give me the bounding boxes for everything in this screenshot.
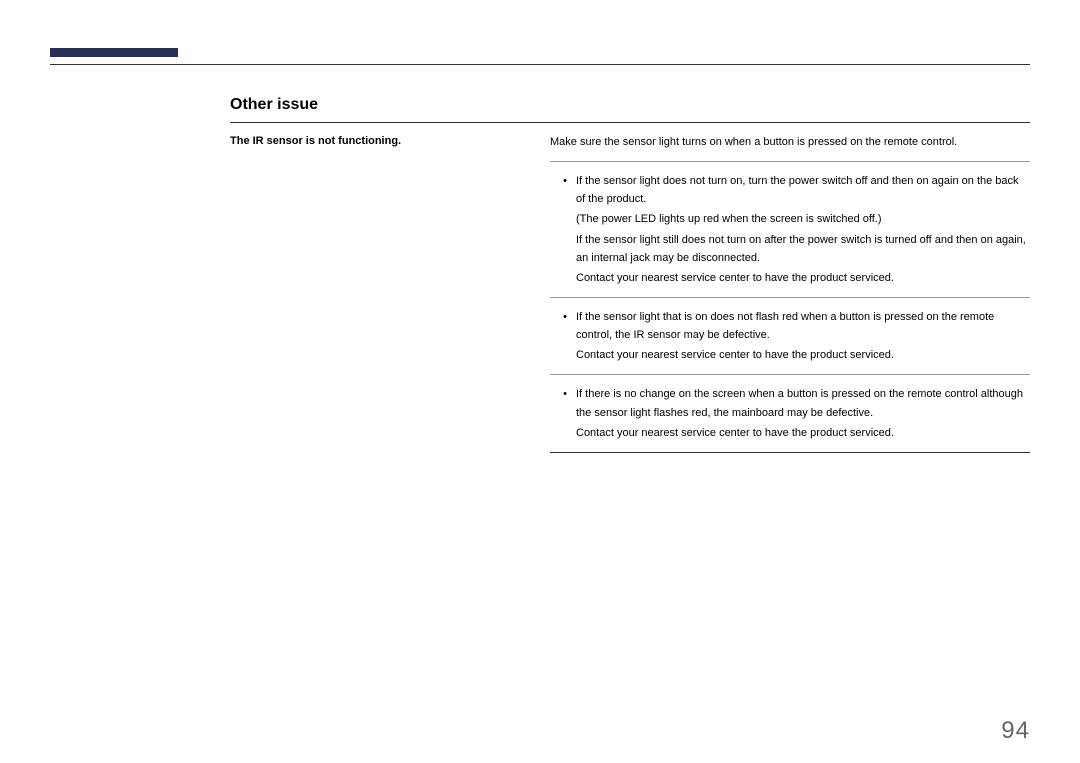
issue-block: • If there is no change on the screen wh… <box>550 375 1030 452</box>
bullet-icon: • <box>562 172 568 190</box>
bullet-text: If there is no change on the screen when… <box>576 385 1030 421</box>
issue-block: • If the sensor light that is on does no… <box>550 298 1030 375</box>
section-title: Other issue <box>230 96 1030 123</box>
sub-line: Contact your nearest service center to h… <box>550 424 1030 442</box>
sub-line: (The power LED lights up red when the sc… <box>550 210 1030 228</box>
bullet-icon: • <box>562 308 568 326</box>
bullet-line: • If the sensor light does not turn on, … <box>550 172 1030 208</box>
bullet-icon: • <box>562 385 568 403</box>
page: Other issue The IR sensor is not functio… <box>0 0 1080 763</box>
sub-line: Contact your nearest service center to h… <box>550 269 1030 287</box>
issue-block: • If the sensor light does not turn on, … <box>550 162 1030 298</box>
top-rule <box>50 64 1030 65</box>
sub-line: If the sensor light still does not turn … <box>550 231 1030 267</box>
bullet-text: If the sensor light does not turn on, tu… <box>576 172 1030 208</box>
issue-body: Make sure the sensor light turns on when… <box>550 133 1030 453</box>
page-number: 94 <box>1001 717 1030 745</box>
bullet-text: If the sensor light that is on does not … <box>576 308 1030 344</box>
tab-mark <box>50 48 178 57</box>
content-area: Other issue The IR sensor is not functio… <box>230 96 1030 453</box>
bullet-line: • If there is no change on the screen wh… <box>550 385 1030 421</box>
issue-label: The IR sensor is not functioning. <box>230 133 550 151</box>
issue-row: The IR sensor is not functioning. Make s… <box>230 123 1030 453</box>
issue-intro: Make sure the sensor light turns on when… <box>550 133 1030 162</box>
sub-line: Contact your nearest service center to h… <box>550 346 1030 364</box>
bullet-line: • If the sensor light that is on does no… <box>550 308 1030 344</box>
